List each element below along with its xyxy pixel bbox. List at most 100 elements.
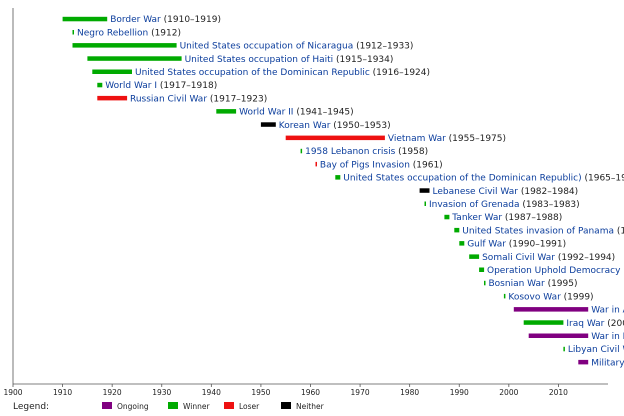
war-bar — [87, 56, 182, 61]
legend-label-neither: Neither — [296, 402, 325, 411]
x-tick-label: 1920 — [103, 388, 122, 397]
war-name: United States invasion of Panama — [462, 226, 614, 236]
x-tick-label: 2000 — [499, 388, 518, 397]
war-name: Kosovo War — [508, 292, 561, 302]
war-label: Invasion of Grenada (1983–1983) — [429, 200, 580, 210]
war-bar — [444, 214, 450, 220]
war-name: United States occupation of the Dominica… — [135, 68, 370, 78]
bars-layer — [62, 16, 589, 365]
war-label: United States occupation of the Dominica… — [343, 174, 624, 184]
legend-swatch-neither — [281, 402, 291, 409]
war-bar — [419, 188, 430, 193]
war-years: (2003–2011) — [604, 319, 624, 329]
war-name: Somali Civil War — [482, 253, 555, 263]
war-label: Kosovo War (1999) — [508, 292, 593, 302]
war-bar — [97, 82, 103, 88]
war-label: Gulf War (1990–1991) — [467, 240, 566, 250]
x-tick-label: 1960 — [301, 388, 320, 397]
war-bar — [285, 135, 385, 141]
war-bar — [62, 16, 108, 22]
x-tick-label: 1950 — [251, 388, 270, 397]
x-axis: 1900 1910 1920 1930 1940 1950 1960 1970 1980 1990… — [3, 8, 608, 397]
war-years: (1989–1990) — [614, 226, 624, 236]
war-name: Bosnian War — [489, 279, 545, 289]
war-bar — [454, 227, 460, 233]
war-years: (1987–1988) — [502, 213, 562, 223]
legend-title: Legend: — [13, 402, 49, 412]
war-name: 1958 Lebanon crisis — [305, 147, 396, 157]
legend-swatch-winner — [168, 402, 178, 409]
war-bar — [92, 69, 132, 74]
x-tick-label: 1930 — [152, 388, 171, 397]
war-label: Operation Uphold Democracy (1994–1995) — [487, 266, 624, 276]
war-years: (1990–1991) — [506, 240, 566, 250]
war-years: (1916–1924) — [370, 68, 430, 78]
war-bar — [216, 109, 237, 114]
war-name: Gulf War — [467, 240, 506, 250]
war-name: Invasion of Grenada — [429, 200, 519, 210]
war-label: United States occupation of the Dominica… — [135, 68, 430, 78]
war-name: Korean War — [279, 121, 331, 131]
war-name: United States occupation of the Dominica… — [343, 174, 581, 184]
war-label: Tanker War (1987–1988) — [451, 213, 562, 223]
war-name: Border War — [110, 15, 161, 25]
x-tick-label: 1970 — [351, 388, 370, 397]
war-years: (1995) — [545, 279, 578, 289]
legend-swatch-ongoing — [102, 402, 112, 409]
war-bar — [300, 148, 303, 154]
x-tick-label: 1900 — [3, 388, 22, 397]
war-years: (1982–1984) — [518, 187, 578, 197]
war-label: Iraq War (2003–2011) — [566, 319, 624, 329]
legend-label-winner: Winner — [183, 402, 210, 411]
war-label: Lebanese Civil War (1982–1984) — [433, 187, 579, 197]
war-label: Bosnian War (1995) — [489, 279, 578, 289]
legend: Legend: Ongoing Winner Loser Neither — [13, 402, 325, 412]
war-years: (1917–1923) — [207, 94, 267, 104]
war-name: Libyan Civil War — [568, 345, 624, 355]
war-bar — [315, 161, 317, 167]
war-bar — [72, 30, 74, 35]
x-tick-label: 1990 — [450, 388, 469, 397]
war-years: (1950–1953) — [330, 121, 390, 131]
war-bar — [513, 307, 589, 312]
war-bar — [335, 175, 341, 180]
war-label: United States occupation of Nicaragua (1… — [180, 42, 414, 52]
war-years: (1941–1945) — [293, 108, 353, 118]
war-name: War in North-West Pakistan — [591, 332, 624, 342]
war-label: Vietnam War (1955–1975) — [388, 134, 506, 144]
war-years: (1915–1934) — [333, 55, 393, 65]
war-label: Border War (1910–1919) — [110, 15, 221, 25]
war-years: (1910–1919) — [161, 15, 221, 25]
legend-label-ongoing: Ongoing — [117, 402, 149, 411]
labels-layer: Border War (1910–1919) Negro Rebellion (1… — [77, 15, 624, 368]
war-years: (1958) — [395, 147, 428, 157]
war-years: (1955–1975) — [446, 134, 506, 144]
war-bar — [503, 293, 506, 299]
war-name: Bay of Pigs Invasion — [320, 160, 410, 170]
war-name: Negro Rebellion — [77, 28, 148, 38]
legend-swatch-loser — [224, 402, 234, 409]
war-years: (1965–1966) — [582, 174, 624, 184]
war-name: Iraq War — [566, 319, 604, 329]
war-bar — [72, 43, 177, 48]
war-label: Russian Civil War (1917–1923) — [130, 94, 267, 104]
war-name: Russian Civil War — [130, 94, 207, 104]
war-label: Military intervention against ISIL (2014… — [591, 358, 624, 368]
war-bar — [578, 359, 589, 365]
war-bar — [459, 241, 465, 246]
war-name: United States occupation of Haiti — [185, 55, 334, 65]
x-tick-label: 1910 — [53, 388, 72, 397]
war-name: Operation Uphold Democracy — [487, 266, 621, 276]
war-years: (1912–1933) — [353, 42, 413, 52]
war-years: (1983–1983) — [519, 200, 579, 210]
war-name: Tanker War — [451, 213, 502, 223]
x-tick-label: 1980 — [400, 388, 419, 397]
war-label: Bay of Pigs Invasion (1961) — [320, 160, 443, 170]
war-bar — [523, 320, 564, 325]
war-bar — [484, 280, 486, 286]
war-years: (1992–1994) — [555, 253, 615, 263]
war-label: United States occupation of Haiti (1915–… — [185, 55, 394, 65]
war-label: World War II (1941–1945) — [239, 108, 354, 118]
war-label: War in Afghanistan (2001–Present) — [591, 306, 624, 316]
